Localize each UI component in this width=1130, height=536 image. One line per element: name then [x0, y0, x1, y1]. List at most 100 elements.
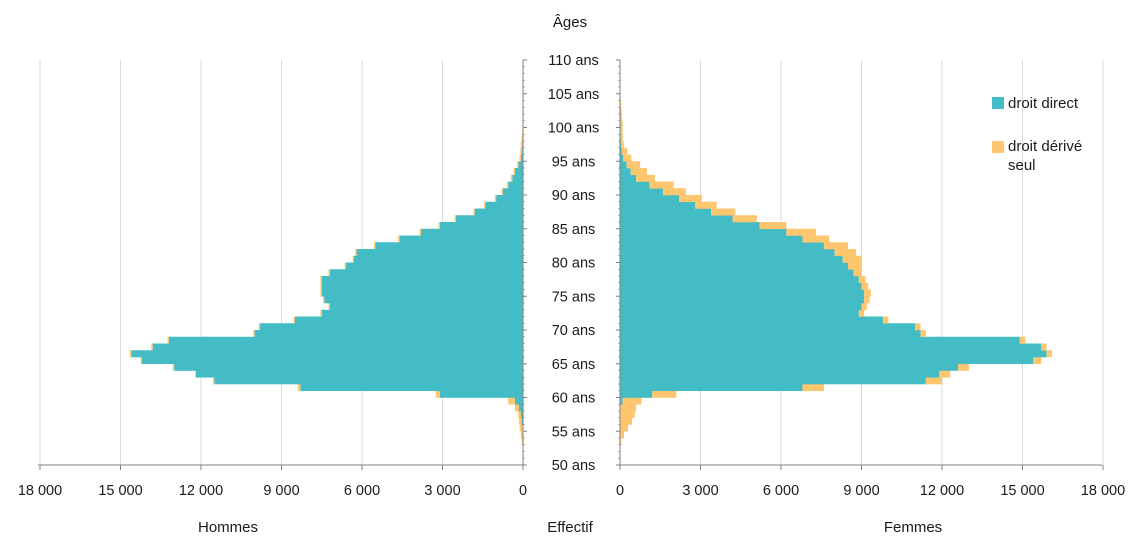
bar-men-derive [519, 424, 523, 432]
bar-men-direct [521, 147, 523, 155]
age-tick-label: 55 ans [552, 424, 596, 440]
x-tick-label-right: 15 000 [1000, 483, 1044, 499]
bar-men-derive [352, 255, 354, 263]
bar-men-derive [494, 195, 497, 203]
bar-men-direct [195, 370, 523, 378]
x-tick-label-left: 15 000 [98, 483, 142, 499]
bar-men-direct [168, 336, 524, 344]
legend: droit direct droit dérivé seul [992, 95, 1082, 174]
bar-women-derive [621, 147, 628, 155]
bar-men-derive [518, 411, 521, 419]
bar-women-direct [620, 181, 650, 189]
bar-men-derive [521, 134, 523, 142]
bar-women-direct [620, 384, 803, 392]
bar-women-derive [920, 330, 926, 338]
bar-women-direct [620, 249, 835, 257]
bar-women-direct [620, 255, 843, 263]
bar-women-derive [652, 390, 677, 398]
bar-women-derive [623, 154, 632, 162]
bar-women-direct [620, 309, 859, 317]
bar-women-derive [620, 127, 623, 135]
axes [38, 59, 1104, 470]
bar-men-direct [294, 316, 523, 324]
bar-men-derive [435, 390, 440, 398]
bar-men-derive [258, 323, 261, 331]
bar-women-direct [620, 276, 859, 284]
bar-men-derive [355, 249, 357, 257]
bar-women-derive [662, 188, 686, 196]
bar-men-derive [518, 417, 522, 425]
bar-men-direct [329, 269, 523, 277]
bar-men-direct [439, 390, 523, 398]
bar-men-direct [254, 330, 523, 338]
bar-men-direct [329, 303, 523, 311]
bar-men-direct [356, 249, 523, 257]
x-tick-label-left: 9 000 [263, 483, 299, 499]
bar-men-direct [520, 411, 523, 419]
bar-men-derive [501, 188, 503, 196]
bar-women-derive [649, 181, 674, 189]
bar-women-direct [620, 222, 760, 230]
bar-women-derive [695, 201, 717, 209]
bar-men-direct [131, 350, 523, 358]
bar-women-direct [620, 363, 959, 371]
bar-men-direct [514, 397, 523, 405]
bar-men-derive [320, 276, 322, 284]
bar-women-derive [864, 296, 870, 304]
bar-women-derive [620, 120, 623, 128]
bar-men-derive [513, 168, 515, 176]
x-tick-label-left: 18 000 [18, 483, 62, 499]
bar-women-derive [626, 161, 641, 169]
bar-women-direct [620, 330, 921, 338]
bar-women-direct [620, 174, 637, 182]
bar-men-derive [521, 438, 523, 446]
bar-men-direct [508, 181, 523, 189]
bar-men-direct [474, 208, 523, 216]
bar-women-derive [834, 249, 857, 257]
bar-women-derive [939, 370, 951, 378]
bar-women-derive [620, 134, 623, 142]
bar-men-derive [520, 141, 523, 149]
bar-men-derive [473, 208, 475, 216]
bar-men-direct [518, 161, 523, 169]
bar-women-direct [620, 147, 622, 155]
x-tick-label-left: 0 [519, 483, 527, 499]
bar-men-derive [297, 384, 301, 392]
bar-women-derive [861, 282, 869, 290]
x-tick-label-right: 6 000 [763, 483, 799, 499]
x-tick-label-left: 3 000 [424, 483, 460, 499]
bar-women-derive [620, 107, 622, 115]
bar-men-derive [213, 377, 215, 385]
legend-label-direct: droit direct [1008, 95, 1079, 112]
legend-swatch-direct [992, 97, 1004, 109]
bar-men-derive [320, 309, 322, 317]
bar-women-derive [1033, 357, 1042, 365]
age-tick-label: 90 ans [552, 188, 596, 204]
bar-women-derive [622, 397, 642, 405]
bar-men-direct [260, 323, 523, 331]
bar-women-direct [620, 201, 696, 209]
bar-women-direct [620, 242, 824, 250]
bar-men-derive [510, 174, 513, 182]
bar-men-direct [324, 296, 523, 304]
bar-men-derive [506, 181, 509, 189]
bar-women-direct [620, 161, 627, 169]
age-tick-label: 50 ans [552, 458, 596, 474]
bar-men-derive [454, 215, 456, 223]
bar-women-derive [620, 417, 633, 425]
bar-women-derive [620, 100, 622, 108]
age-tick-label: 100 ans [548, 121, 600, 137]
bar-women-derive [802, 235, 830, 243]
bar-women-derive [630, 168, 647, 176]
bar-women-derive [864, 289, 871, 297]
bar-women-derive [732, 215, 757, 223]
age-tick-label: 75 ans [552, 289, 596, 305]
age-axis-title: Âges [553, 14, 587, 31]
bar-men-derive [129, 350, 132, 358]
bars [129, 100, 1053, 446]
bar-women-direct [620, 296, 865, 304]
bar-men-derive [140, 357, 142, 365]
bar-men-direct [439, 222, 523, 230]
bar-women-derive [925, 377, 942, 385]
bar-women-derive [679, 195, 702, 203]
